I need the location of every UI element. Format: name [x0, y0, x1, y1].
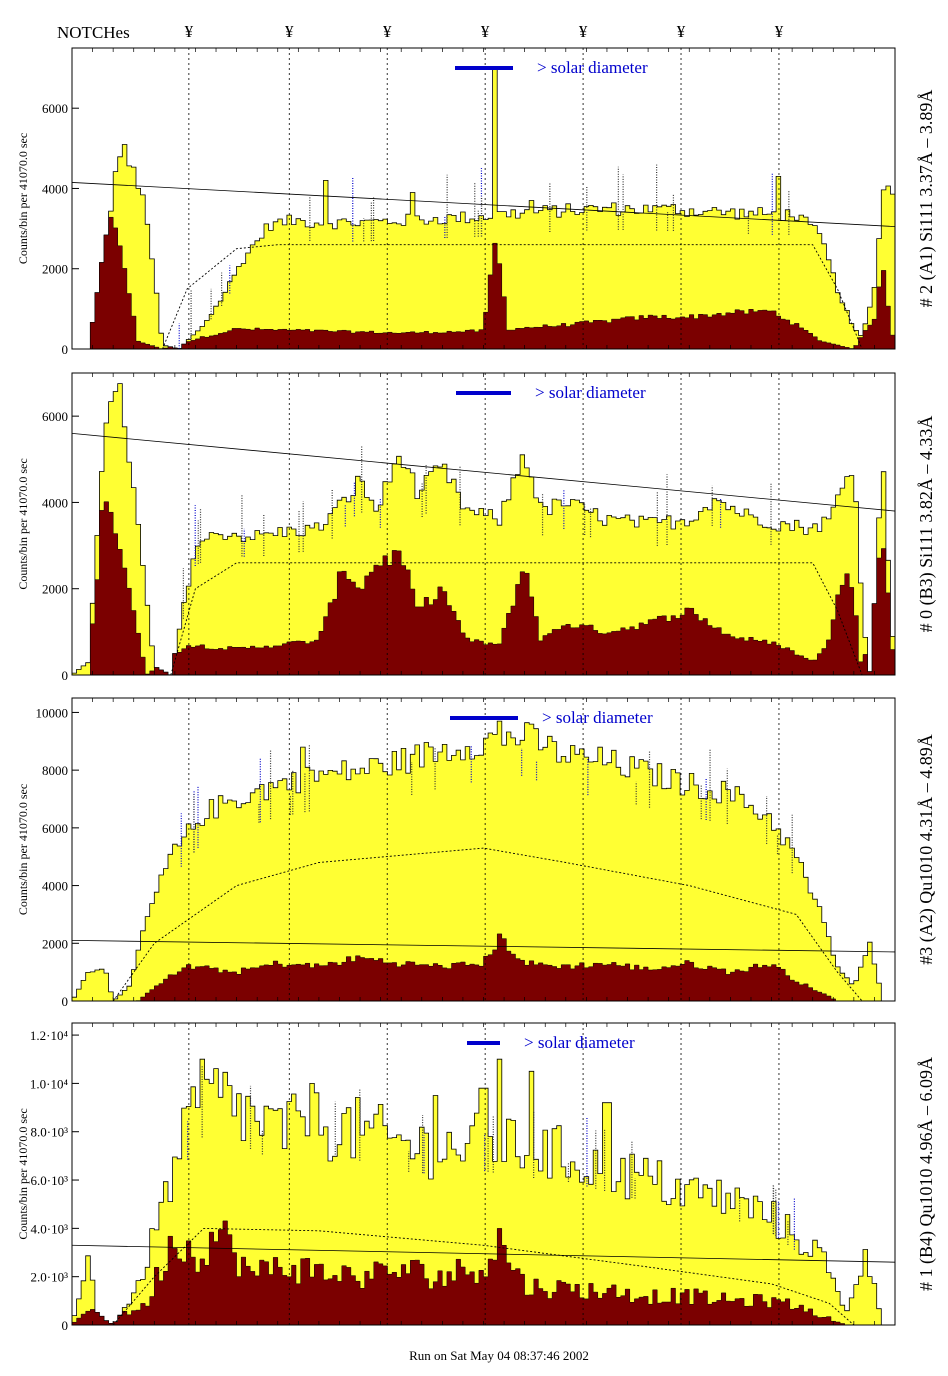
y-tick-label: 8.0·10³: [31, 1125, 69, 1140]
y-tick-label: 4000: [42, 879, 68, 894]
notch-symbol: ¥: [579, 22, 588, 41]
series-total-counts: [71, 383, 896, 676]
solar-diameter-label: > solar diameter: [542, 708, 653, 727]
panel-title: # 0 (B3) Si111 3.82Å – 4.33Å: [916, 416, 937, 633]
notch-symbols: ¥ ¥ ¥ ¥ ¥ ¥ ¥: [185, 22, 784, 41]
y-tick-label: 1.2·10⁴: [30, 1028, 69, 1043]
series-background-counts: [72, 933, 895, 1002]
y-tick-label: 6000: [42, 821, 68, 836]
y-tick-label: 4000: [42, 495, 68, 510]
y-axis-label: Counts/bin per 41070.0 sec: [16, 458, 30, 589]
baseline-line: [71, 940, 896, 953]
y-tick-label: 2000: [42, 262, 68, 277]
series-total-counts: [71, 720, 895, 1002]
series-background-counts: [72, 501, 896, 676]
y-tick-label: 4.0·10³: [31, 1221, 69, 1236]
baseline-line: [71, 182, 896, 227]
solar-diameter-label: > solar diameter: [537, 58, 648, 77]
panels: 0 2000 4000 6000 Counts/bin per 41070.0 sec #…: [16, 47, 937, 1333]
baseline-line: [71, 433, 896, 512]
panel-b3: 0 2000 4000 6000 Counts/bin per 41070.0 sec #…: [16, 372, 937, 683]
model-curve: [162, 244, 863, 350]
series-total-counts: [72, 67, 896, 350]
notch-symbol: ¥: [285, 22, 294, 41]
solar-diameter-label: > solar diameter: [535, 383, 646, 402]
y-tick-label: 10000: [36, 705, 69, 720]
baseline-line: [71, 1244, 896, 1263]
panel-title: # 1 (B4) Qu1010 4.96Å – 6.09Å: [916, 1057, 937, 1291]
y-tick-label: 2000: [42, 582, 68, 597]
panel-title: # 2 (A1) Si111 3.37Å – 3.89Å: [916, 90, 937, 308]
notch-symbol: ¥: [481, 22, 490, 41]
run-info-label: Run on Sat May 04 08:37:46 2002: [409, 1348, 589, 1363]
notch-symbol: ¥: [677, 22, 686, 41]
y-tick-label: 1.0·10⁴: [30, 1076, 69, 1091]
notch-symbol: ¥: [185, 22, 194, 41]
y-tick-label: 0: [62, 668, 69, 683]
y-tick-label: 8000: [42, 763, 68, 778]
panel-title: #3 (A2) Qu1010 4.31Å – 4.89Å: [916, 734, 937, 964]
panel-b4: 0 2.0·10³ 4.0·10³ 6.0·10³ 8.0·10³ 1.0·10⁴ 1.2·…: [16, 1022, 937, 1333]
y-tick-label: 6000: [42, 101, 68, 116]
y-tick-label: 6.0·10³: [31, 1173, 69, 1188]
y-tick-label: 4000: [42, 181, 68, 196]
series-background-counts: [71, 1220, 895, 1326]
series-background-counts: [72, 216, 896, 350]
solar-diameter-label: > solar diameter: [524, 1033, 635, 1052]
y-tick-label: 0: [62, 1318, 69, 1333]
model-curve: [112, 1227, 855, 1326]
y-tick-label: 0: [62, 342, 69, 357]
notches-label: NOTCHes: [57, 23, 130, 42]
y-axis-label: Counts/bin per 41070.0 sec: [16, 1108, 30, 1239]
notch-symbol: ¥: [383, 22, 392, 41]
model-curve: [112, 847, 863, 1002]
notch-symbol: ¥: [775, 22, 784, 41]
y-axis-label: Counts/bin per 41070.0 sec: [16, 784, 30, 915]
panel-a1: 0 2000 4000 6000 Counts/bin per 41070.0 sec #…: [16, 47, 937, 357]
y-axis-label: Counts/bin per 41070.0 sec: [16, 133, 30, 264]
y-tick-label: 6000: [42, 409, 68, 424]
y-tick-label: 2000: [42, 936, 68, 951]
y-tick-label: 0: [62, 994, 69, 1009]
y-tick-label: 2.0·10³: [31, 1270, 69, 1285]
panel-a2: 0 2000 4000 6000 8000 10000 Counts/bin per 410…: [16, 697, 937, 1009]
